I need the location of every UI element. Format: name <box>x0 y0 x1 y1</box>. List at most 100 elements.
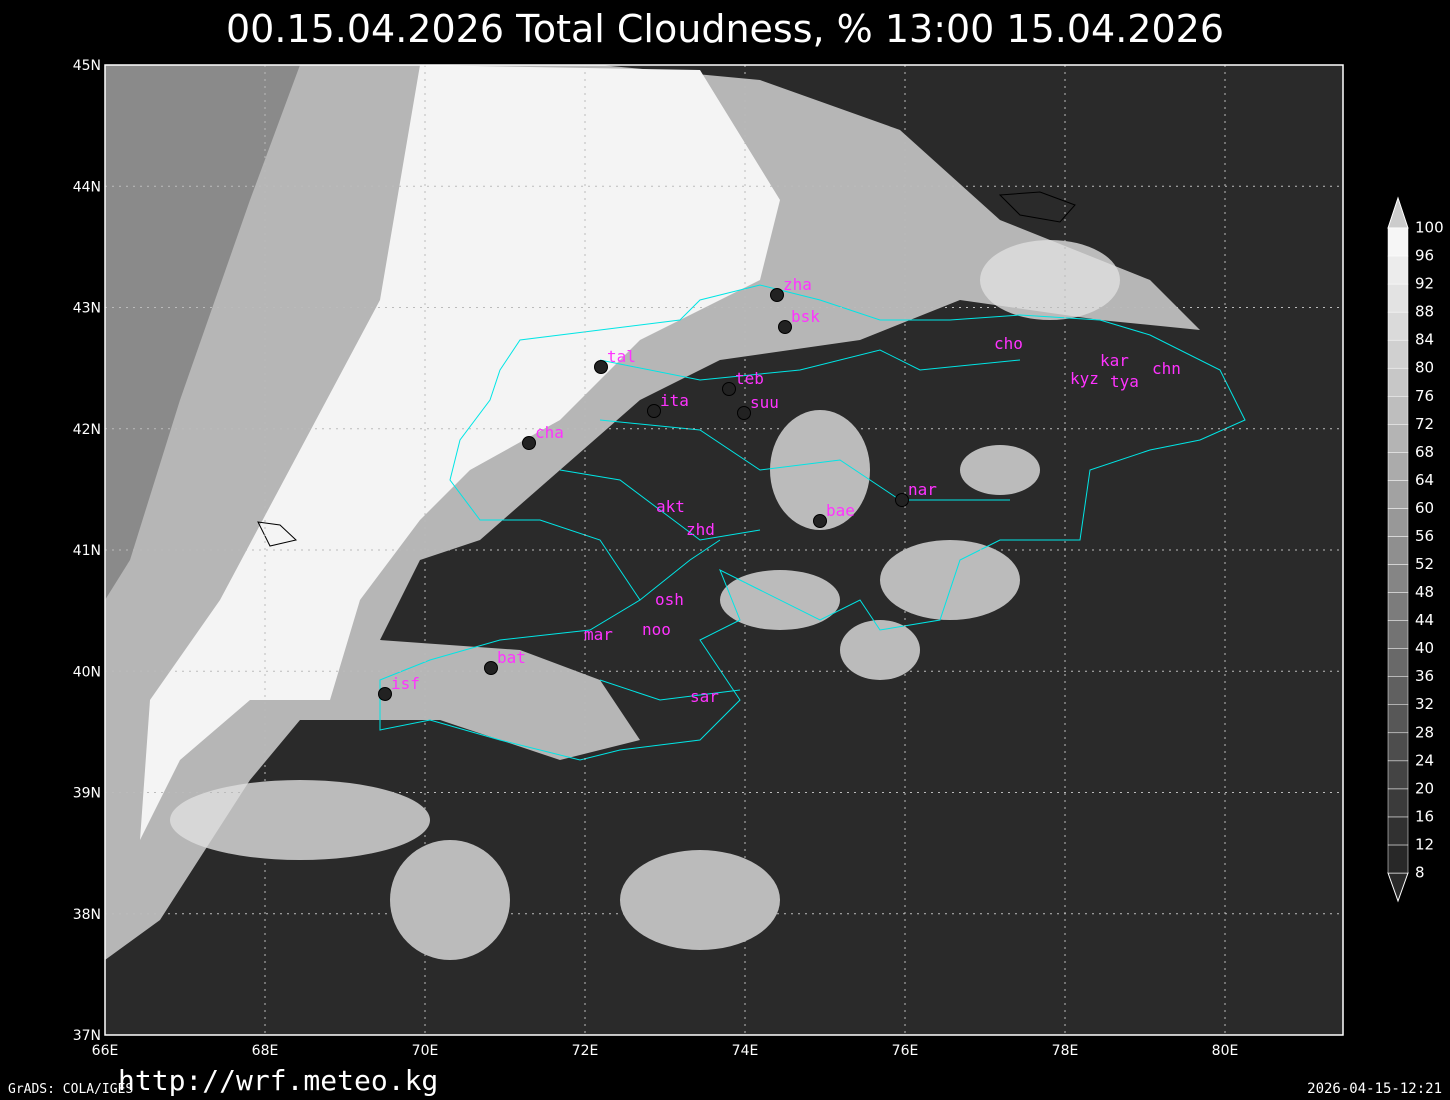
lat-label: 40N <box>73 664 101 680</box>
colorbar-label: 72 <box>1415 415 1434 433</box>
colorbar-label: 56 <box>1415 527 1434 545</box>
station-label: isf <box>391 674 420 693</box>
station-dot <box>770 288 784 302</box>
colorbar-label: 88 <box>1415 303 1434 321</box>
station-label: cha <box>535 423 564 442</box>
colorbar-box <box>1387 227 1409 257</box>
lon-label: 72E <box>572 1043 599 1059</box>
colorbar-label: 100 <box>1415 219 1444 237</box>
station-label: noo <box>642 620 671 639</box>
colorbar-label: 36 <box>1415 667 1434 685</box>
lon-label: 68E <box>252 1043 279 1059</box>
colorbar-box <box>1387 788 1409 818</box>
colorbar-box <box>1387 452 1409 481</box>
dense-cloud <box>140 65 780 840</box>
station-label: mar <box>584 625 613 644</box>
station-dot <box>484 661 498 675</box>
colorbar-box <box>1387 676 1409 705</box>
station-label: bsk <box>791 307 820 326</box>
station-label: zhd <box>686 520 715 539</box>
lakes <box>257 191 1076 547</box>
station-label: nar <box>908 480 937 499</box>
station-label: cho <box>994 334 1023 353</box>
colorbar-label: 96 <box>1415 247 1434 265</box>
station-label: kyz <box>1070 369 1099 388</box>
timestamp: 2026-04-15-12:21 <box>1307 1081 1442 1097</box>
colorbar-box <box>1387 844 1409 874</box>
station-label: zha <box>783 275 812 294</box>
credit: GrADS: COLA/IGES <box>8 1082 133 1097</box>
lat-label: 45N <box>73 58 101 74</box>
colorbar-label: 12 <box>1415 835 1434 853</box>
station-label: tya <box>1110 372 1139 391</box>
colorbar-label: 48 <box>1415 583 1434 601</box>
colorbar-label: 16 <box>1415 807 1434 825</box>
cloud-field <box>105 65 1200 960</box>
lat-label: 42N <box>73 422 101 438</box>
station-label: osh <box>655 590 684 609</box>
lon-label: 70E <box>412 1043 439 1059</box>
colorbar-box <box>1387 536 1409 565</box>
colorbar: 8 12 16 20 24 28 32 36 40 44 48 52 56 60 64 68 72 76 80 84 8… <box>1387 196 1444 903</box>
station-label: bat <box>497 648 526 667</box>
colorbar-box <box>1387 283 1409 313</box>
map-frame <box>104 64 1344 1036</box>
station-label: sar <box>690 687 719 706</box>
station-dot <box>594 360 608 374</box>
colorbar-label: 60 <box>1415 499 1434 517</box>
colorbar-box <box>1387 732 1409 762</box>
station-dot <box>522 436 536 450</box>
colorbar-box <box>1387 648 1409 677</box>
colorbar-box <box>1387 816 1409 846</box>
lon-label: 76E <box>892 1043 919 1059</box>
lon-label: 66E <box>92 1043 119 1059</box>
borders <box>379 284 1246 761</box>
colorbar-box <box>1387 508 1409 537</box>
station-label: akt <box>656 497 685 516</box>
colorbar-label: 44 <box>1415 611 1434 629</box>
colorbar-label: 40 <box>1415 639 1434 657</box>
lon-label: 74E <box>732 1043 759 1059</box>
lat-label: 37N <box>73 1028 101 1044</box>
colorbar-label: 32 <box>1415 695 1434 713</box>
station-dot <box>895 493 909 507</box>
station-label: tal <box>607 347 636 366</box>
station-dot <box>647 404 661 418</box>
grid <box>105 65 1343 1035</box>
station-label: bae <box>826 501 855 520</box>
colorbar-box <box>1387 564 1409 593</box>
colorbar-box <box>1387 424 1409 453</box>
station-label: teb <box>735 369 764 388</box>
colorbar-label: 52 <box>1415 555 1434 573</box>
colorbar-label: 24 <box>1415 751 1434 769</box>
colorbar-label: 76 <box>1415 387 1434 405</box>
colorbar-box <box>1387 704 1409 734</box>
lat-label: 43N <box>73 301 101 317</box>
colorbar-box <box>1387 620 1409 649</box>
lat-label: 39N <box>73 786 101 802</box>
lon-label: 80E <box>1212 1043 1239 1059</box>
colorbar-box <box>1387 592 1409 621</box>
colorbar-label: 84 <box>1415 331 1434 349</box>
station-dot <box>778 320 792 334</box>
station-label: ita <box>660 391 689 410</box>
colorbar-box <box>1387 396 1409 425</box>
title: 00.15.04.2026 Total Cloudness, % 13:00 1… <box>226 7 1224 51</box>
colorbar-label: 8 <box>1415 864 1425 882</box>
colorbar-label: 80 <box>1415 359 1434 377</box>
colorbar-box <box>1387 367 1409 397</box>
lat-label: 44N <box>73 179 101 195</box>
colorbar-label: 20 <box>1415 779 1434 797</box>
lat-label: 38N <box>73 907 101 923</box>
station-dot <box>737 406 751 420</box>
colorbar-label: 64 <box>1415 471 1434 489</box>
colorbar-box <box>1387 339 1409 369</box>
colorbar-label: 68 <box>1415 443 1434 461</box>
station-dot <box>813 514 827 528</box>
colorbar-box <box>1387 760 1409 790</box>
station-dot <box>378 687 392 701</box>
station-label: chn <box>1152 359 1181 378</box>
colorbar-label: 92 <box>1415 275 1434 293</box>
